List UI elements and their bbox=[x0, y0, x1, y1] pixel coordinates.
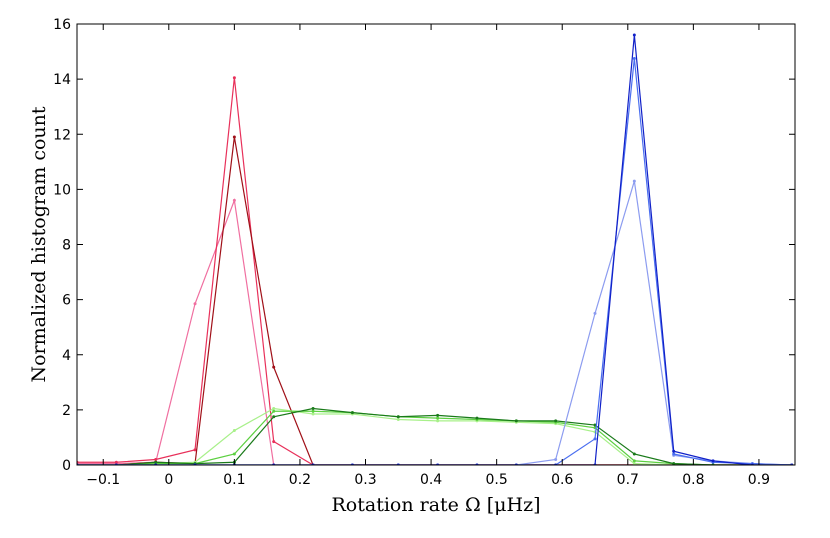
data-point bbox=[632, 459, 636, 463]
series-line bbox=[77, 180, 792, 465]
y-tick-label: 8 bbox=[62, 238, 71, 254]
data-point bbox=[593, 311, 597, 315]
data-point bbox=[154, 457, 158, 461]
data-point bbox=[272, 365, 276, 369]
x-tick-label: 0.4 bbox=[420, 472, 442, 488]
data-point bbox=[232, 429, 236, 433]
series-line bbox=[77, 34, 792, 465]
data-point bbox=[632, 179, 636, 183]
y-tick-label: 0 bbox=[62, 458, 71, 474]
x-tick-label: −0.1 bbox=[86, 472, 120, 488]
data-point bbox=[436, 419, 440, 423]
y-tick-label: 16 bbox=[53, 17, 71, 33]
series-1 bbox=[77, 198, 794, 465]
data-point bbox=[193, 302, 197, 306]
data-point bbox=[272, 409, 276, 413]
data-point bbox=[232, 198, 236, 202]
x-tick-label: 0.3 bbox=[354, 472, 376, 488]
y-axis-label: Normalized histogram count bbox=[28, 106, 50, 382]
data-point bbox=[554, 419, 558, 423]
data-point bbox=[514, 419, 518, 423]
x-tick-label: 0.8 bbox=[682, 472, 704, 488]
data-point bbox=[232, 452, 236, 456]
data-point bbox=[350, 411, 354, 415]
x-tick-label: 0.2 bbox=[289, 472, 311, 488]
data-point bbox=[193, 448, 197, 452]
x-tick-label: 0 bbox=[164, 472, 173, 488]
series-line bbox=[77, 58, 792, 465]
data-point bbox=[436, 416, 440, 420]
data-point bbox=[114, 460, 118, 464]
series-2 bbox=[77, 76, 794, 465]
plot-frame bbox=[76, 23, 796, 466]
data-point bbox=[632, 33, 636, 37]
data-point bbox=[672, 462, 676, 465]
series-9 bbox=[77, 33, 794, 465]
y-tick-label: 14 bbox=[53, 72, 71, 88]
data-point bbox=[396, 415, 400, 419]
y-tick-label: 12 bbox=[53, 127, 71, 143]
y-tick-label: 6 bbox=[62, 293, 71, 309]
data-point bbox=[272, 415, 276, 419]
x-tick-label: 0.9 bbox=[748, 472, 770, 488]
data-point bbox=[672, 452, 676, 456]
data-point bbox=[311, 409, 315, 413]
data-point bbox=[711, 459, 715, 463]
series-5 bbox=[77, 409, 794, 465]
data-point bbox=[272, 440, 276, 444]
y-tick-label: 4 bbox=[62, 348, 71, 364]
series-7 bbox=[77, 179, 794, 465]
y-tick-label: 2 bbox=[62, 403, 71, 419]
series-layer bbox=[77, 33, 794, 465]
series-line bbox=[77, 198, 792, 465]
data-point bbox=[593, 437, 597, 441]
series-line bbox=[77, 77, 792, 465]
x-tick-label: 0.5 bbox=[486, 472, 508, 488]
data-point bbox=[554, 457, 558, 461]
x-tick-label: 0.7 bbox=[617, 472, 639, 488]
data-point bbox=[475, 416, 479, 420]
data-point bbox=[436, 413, 440, 417]
data-point bbox=[396, 418, 400, 422]
data-point bbox=[311, 406, 315, 410]
data-point bbox=[632, 56, 636, 60]
x-axis-label: Rotation rate Ω [μHz] bbox=[331, 494, 540, 516]
data-point bbox=[632, 462, 636, 465]
data-point bbox=[232, 76, 236, 80]
data-point bbox=[272, 406, 276, 410]
series-8 bbox=[77, 56, 794, 465]
data-point bbox=[232, 135, 236, 139]
series-3 bbox=[77, 135, 794, 465]
x-tick-label: 0.6 bbox=[551, 472, 573, 488]
y-tick-label: 10 bbox=[53, 182, 71, 198]
data-point bbox=[154, 460, 158, 464]
ticks-layer: −0.1 0 0.1 0.2 0.3 0.4 0.5 0.6 0.7 0.8 0.9 0 2 4 6 8 10 1… bbox=[53, 17, 795, 488]
data-point bbox=[632, 452, 636, 456]
x-tick-label: 0.1 bbox=[223, 472, 245, 488]
data-point bbox=[672, 449, 676, 453]
data-point bbox=[311, 412, 315, 416]
